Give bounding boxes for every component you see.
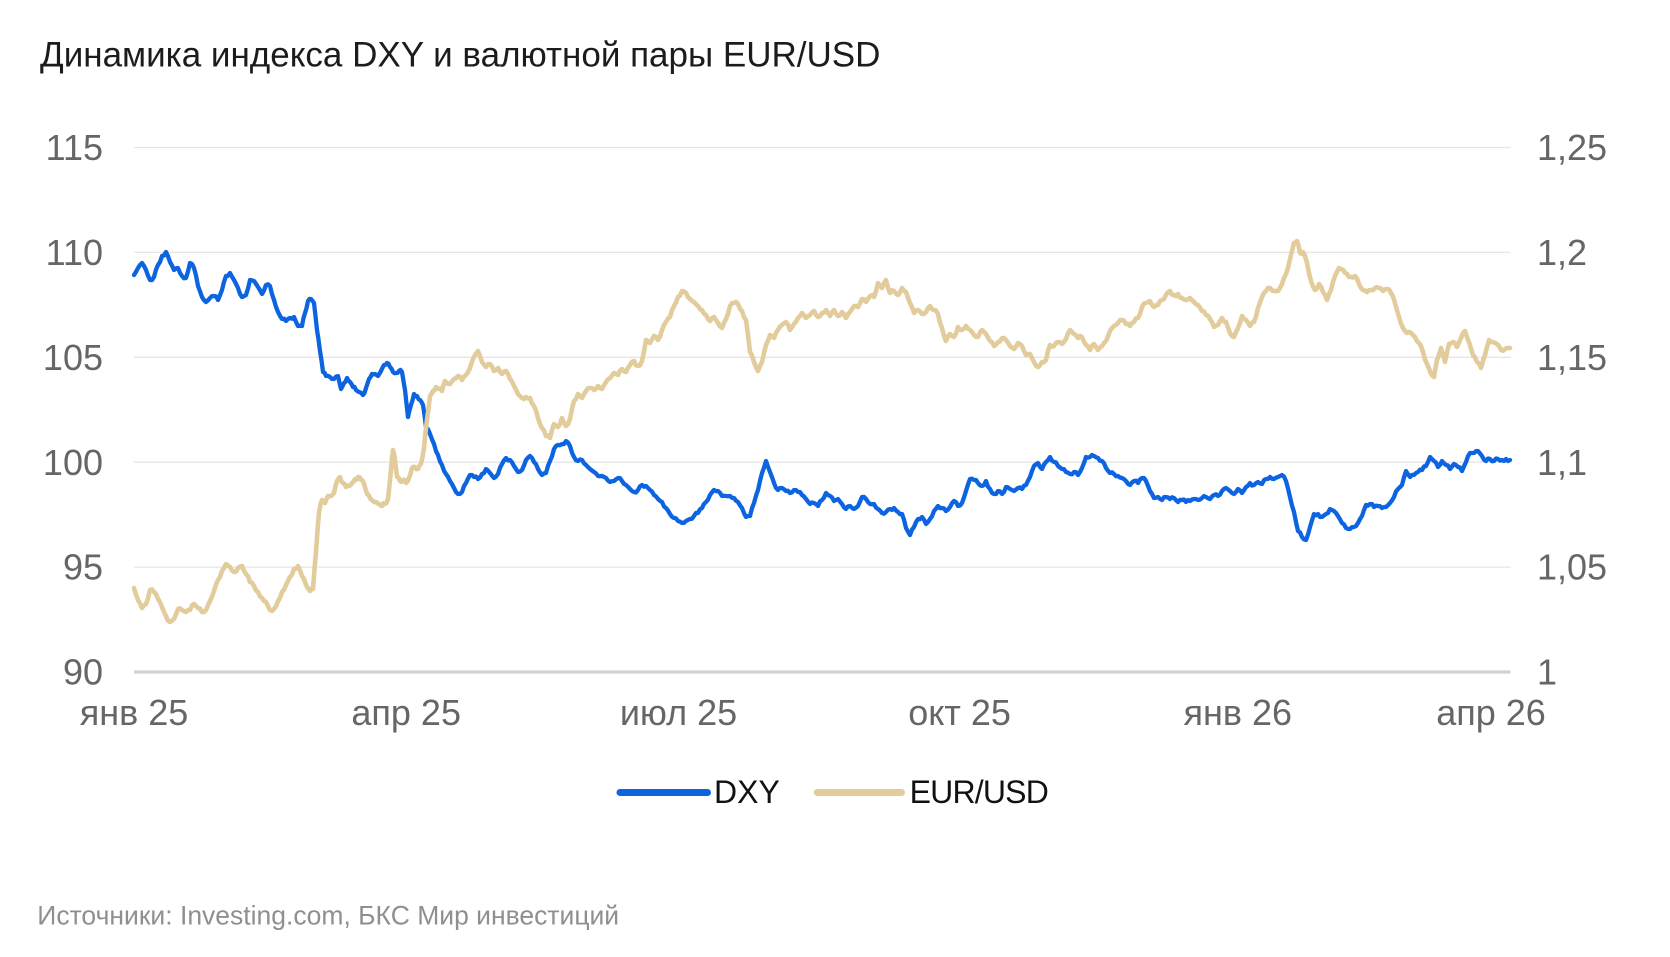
svg-text:апр 25: апр 25 xyxy=(351,692,461,733)
svg-text:янв 26: янв 26 xyxy=(1184,692,1293,733)
svg-text:апр 26: апр 26 xyxy=(1436,692,1546,733)
svg-text:окт 25: окт 25 xyxy=(908,692,1011,733)
svg-text:1,1: 1,1 xyxy=(1537,442,1587,483)
svg-text:янв 25: янв 25 xyxy=(80,692,189,733)
svg-text:105: 105 xyxy=(43,337,103,378)
svg-text:90: 90 xyxy=(63,652,103,693)
svg-text:95: 95 xyxy=(63,547,103,588)
svg-text:DXY: DXY xyxy=(714,774,780,810)
svg-text:EUR/USD: EUR/USD xyxy=(910,774,1048,810)
svg-text:Источники: Investing.com, БКС: Источники: Investing.com, БКС Мир инвест… xyxy=(37,901,619,931)
svg-text:1: 1 xyxy=(1537,652,1557,693)
svg-text:1,15: 1,15 xyxy=(1537,337,1607,378)
svg-text:1,2: 1,2 xyxy=(1537,232,1587,273)
svg-text:110: 110 xyxy=(46,232,103,273)
svg-text:Динамика индекса DXY и валютно: Динамика индекса DXY и валютной пары EUR… xyxy=(40,36,880,75)
svg-text:100: 100 xyxy=(43,442,103,483)
svg-text:1,05: 1,05 xyxy=(1537,547,1607,588)
svg-text:июл 25: июл 25 xyxy=(620,692,737,733)
svg-text:115: 115 xyxy=(46,127,103,168)
svg-text:1,25: 1,25 xyxy=(1537,127,1607,168)
